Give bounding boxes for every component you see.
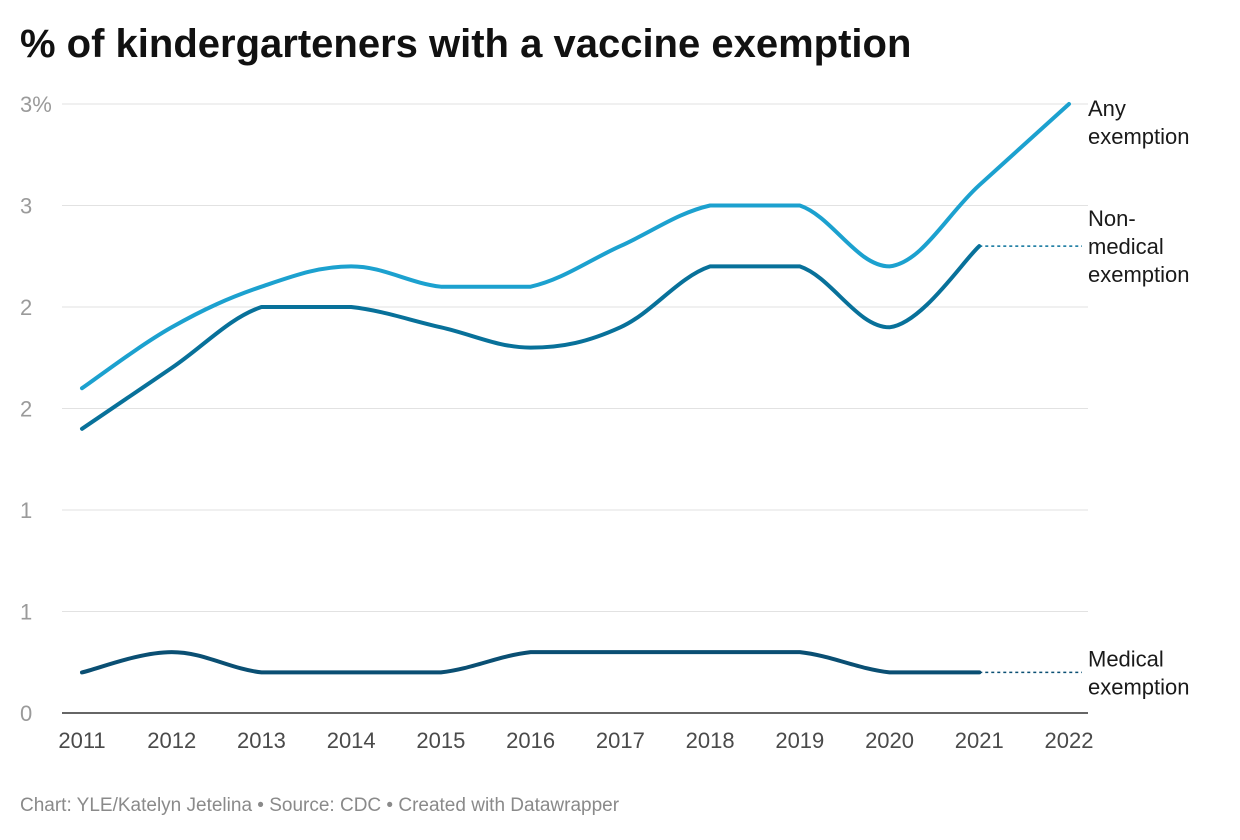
y-tick-label: 2: [20, 397, 32, 422]
x-tick-label: 2016: [506, 728, 555, 753]
chart-title: % of kindergarteners with a vaccine exem…: [20, 22, 912, 66]
series-label-line: Any: [1088, 96, 1126, 121]
series-label-line: exemption: [1088, 124, 1190, 149]
y-tick-label: 2: [20, 295, 32, 320]
x-tick-label: 2017: [596, 728, 645, 753]
gridlines: [62, 103, 1088, 714]
y-tick-label: 3%: [20, 92, 52, 117]
y-tick-label: 0: [20, 701, 32, 726]
series-line-any-exemption: [80, 102, 1071, 391]
chart-footer: Chart: YLE/Katelyn Jetelina • Source: CD…: [20, 795, 620, 816]
series-line-non-medical-exemption: [80, 244, 982, 431]
x-tick-label: 2020: [865, 728, 914, 753]
y-tick-label: 3: [20, 194, 32, 219]
x-tick-label: 2019: [775, 728, 824, 753]
series-line-medical-exemption: [80, 650, 982, 675]
series-label-line: exemption: [1088, 674, 1190, 699]
axes: 0 1 1 2 2 3 3% 2011 2012 2013 2014 2015 2016 2017 2018…: [20, 92, 1093, 753]
series-label-line: Non-: [1088, 206, 1136, 231]
x-tick-label: 2015: [416, 728, 465, 753]
series-label-line: medical: [1088, 234, 1164, 259]
series-labels: Any exemption Non-medical exemption Medical e…: [1088, 96, 1190, 699]
series-label-any-exemption: Any exemption: [1088, 96, 1190, 149]
x-tick-label: 2014: [327, 728, 376, 753]
x-tick-label: 2021: [955, 728, 1004, 753]
x-tick-label: 2013: [237, 728, 286, 753]
x-tick-label: 2022: [1045, 728, 1094, 753]
series-lines: [80, 102, 1082, 675]
y-tick-label: 1: [20, 498, 32, 523]
series-label-medical-exemption: Medical exemption: [1088, 646, 1190, 699]
series-label-non-medical-exemption: Non-medical exemption: [1088, 206, 1190, 287]
x-tick-label: 2011: [58, 728, 105, 753]
x-tick-label: 2012: [147, 728, 196, 753]
y-tick-label: 1: [20, 600, 32, 625]
series-label-line: Medical: [1088, 646, 1164, 671]
x-tick-label: 2018: [686, 728, 735, 753]
series-label-line: exemption: [1088, 262, 1190, 287]
